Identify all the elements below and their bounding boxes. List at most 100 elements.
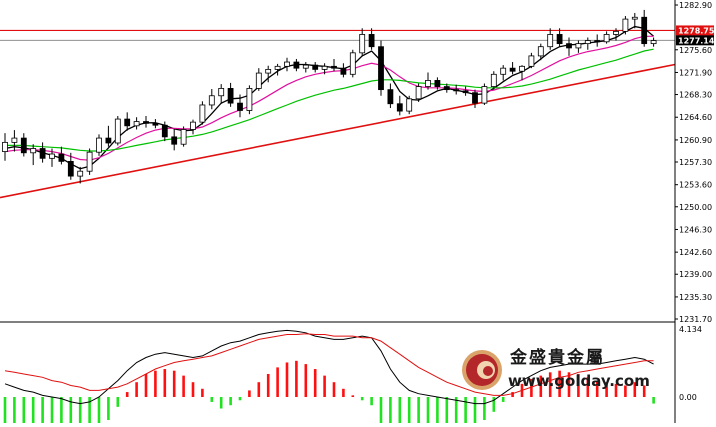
- candle-body: [124, 118, 131, 127]
- candle-body: [575, 43, 582, 49]
- candle: [340, 63, 347, 78]
- candle-body: [340, 67, 347, 75]
- histogram-bar: [464, 397, 467, 427]
- y-tick-label: 1275.60: [679, 46, 712, 55]
- candle-body: [556, 34, 563, 45]
- histogram-bar: [182, 375, 185, 397]
- candle: [500, 65, 507, 81]
- histogram-bar: [586, 377, 590, 397]
- histogram-bar: [22, 397, 26, 427]
- candle-body: [368, 34, 375, 48]
- oscillator-line: [4, 329, 654, 405]
- candle: [237, 94, 243, 118]
- osc-tick-label: 4.134: [679, 325, 702, 334]
- candle: [227, 82, 234, 107]
- candle-body: [77, 170, 84, 177]
- candle: [105, 125, 112, 147]
- candle: [378, 40, 384, 96]
- histogram-bar: [257, 382, 261, 397]
- y-tick-label: 1235.30: [679, 293, 712, 302]
- histogram-bar: [558, 370, 561, 397]
- candle-body: [415, 86, 422, 100]
- watermark-chinese-name: 金盛貴金屬: [509, 347, 605, 368]
- candle-body: [199, 104, 206, 123]
- candle-body: [425, 80, 431, 87]
- oscillator-line: [4, 333, 654, 396]
- candle-body: [509, 67, 516, 72]
- candle-body: [500, 67, 507, 75]
- histogram-bar: [342, 388, 345, 397]
- histogram-bar: [605, 382, 608, 397]
- candle: [302, 62, 309, 73]
- candle: [30, 144, 37, 166]
- histogram-bar: [144, 373, 148, 397]
- osc-tick-label: 0.00: [679, 393, 697, 402]
- current-price-tag: 1277.14: [678, 36, 715, 45]
- histogram-bar: [97, 397, 101, 427]
- candle-body: [650, 40, 657, 45]
- candle-body: [566, 43, 572, 49]
- candle: [575, 40, 582, 53]
- candle-body: [547, 34, 554, 48]
- candle-body: [133, 121, 140, 127]
- candle: [2, 133, 8, 161]
- candle-body: [302, 64, 309, 69]
- moving-average-line: [4, 35, 654, 161]
- histogram-bar: [201, 388, 204, 397]
- histogram-bar: [492, 397, 496, 412]
- candle-body: [96, 137, 102, 153]
- candle-body: [490, 73, 497, 87]
- candle: [406, 95, 413, 115]
- candle-body: [293, 61, 300, 69]
- histogram-bar: [229, 397, 232, 406]
- candle-body: [152, 122, 159, 126]
- histogram-bar: [398, 397, 402, 427]
- candle-body: [631, 16, 638, 20]
- y-tick-label: 1271.90: [679, 68, 712, 77]
- candle-body: [274, 65, 281, 70]
- candle: [425, 72, 431, 90]
- histogram-bar: [313, 369, 317, 397]
- histogram-bar: [567, 372, 571, 397]
- histogram-bar: [511, 392, 514, 397]
- candle: [265, 65, 272, 83]
- y-tick-label: 1253.60: [679, 181, 712, 190]
- current-price-tag-bg: [676, 35, 714, 46]
- candle: [246, 85, 253, 115]
- candle: [49, 148, 55, 167]
- oscillator-panel: [3, 329, 655, 427]
- y-tick-label: 1246.30: [679, 225, 712, 234]
- y-tick-label: 1268.30: [679, 91, 712, 100]
- candle: [208, 89, 215, 110]
- histogram-bar: [88, 397, 91, 427]
- candle-body: [453, 89, 460, 92]
- histogram-bar: [530, 378, 533, 397]
- candle-body: [406, 98, 413, 112]
- candle: [481, 83, 488, 105]
- candle: [462, 86, 469, 96]
- histogram-bar: [652, 397, 655, 404]
- candle-body: [105, 137, 112, 144]
- histogram-bar: [445, 397, 449, 427]
- candle: [443, 83, 450, 93]
- candle: [603, 31, 610, 44]
- histogram-bar: [295, 360, 298, 397]
- candle: [594, 34, 601, 47]
- candle-body: [331, 65, 337, 69]
- candle: [152, 119, 159, 129]
- candle: [331, 58, 337, 72]
- histogram-bar: [304, 364, 308, 397]
- candle: [312, 62, 319, 73]
- golday-logo-icon: [462, 350, 502, 390]
- y-tick-label: 1242.60: [679, 248, 712, 257]
- candle: [641, 9, 648, 47]
- histogram-bar: [50, 397, 54, 427]
- candle: [58, 146, 65, 165]
- candle-body: [349, 52, 356, 75]
- y-tick-label: 1231.70: [679, 315, 712, 324]
- histogram-bar: [210, 397, 214, 402]
- candle-body: [603, 34, 610, 43]
- histogram-bar: [548, 372, 552, 397]
